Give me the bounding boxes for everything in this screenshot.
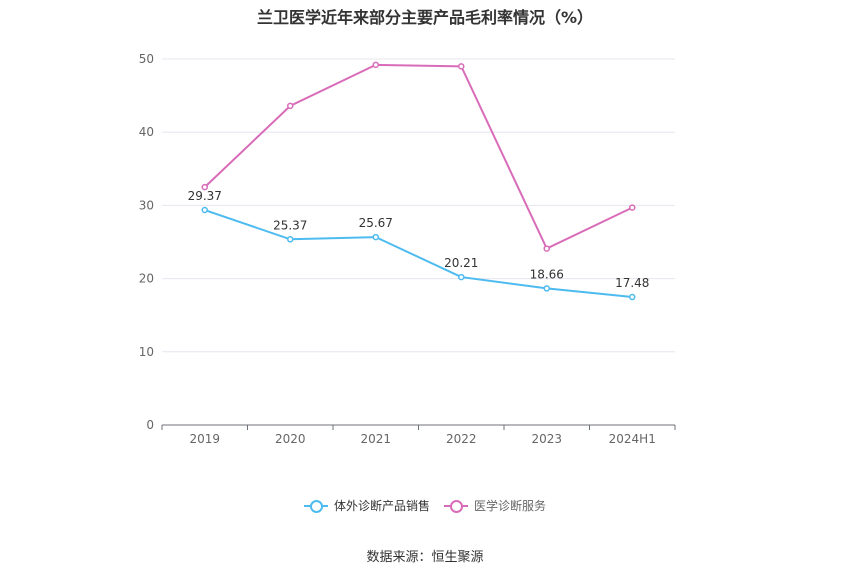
y-tick-label: 30 bbox=[139, 198, 154, 212]
data-point bbox=[372, 233, 379, 241]
data-point bbox=[372, 61, 379, 69]
chart-title: 兰卫医学近年来部分主要产品毛利率情况（%） bbox=[256, 8, 594, 27]
x-tick-label: 2023 bbox=[531, 432, 562, 446]
data-point bbox=[201, 206, 208, 214]
legend-item-series-1[interactable]: 体外诊断产品销售 bbox=[303, 497, 430, 514]
data-label: 25.37 bbox=[273, 218, 307, 232]
legend-item-series-2[interactable]: 医学诊断服务 bbox=[444, 497, 546, 514]
source-note: 数据来源：恒生聚源 bbox=[366, 550, 484, 565]
data-point bbox=[458, 63, 465, 70]
data-label: 29.37 bbox=[188, 189, 222, 203]
x-tick-label: 2021 bbox=[360, 432, 391, 446]
y-tick-label: 40 bbox=[139, 125, 154, 139]
series-line-1 bbox=[204, 209, 633, 299]
legend-marker-icon bbox=[444, 499, 468, 513]
data-point bbox=[629, 204, 636, 211]
label-layer: 29.37 25.37 25.67 20.21 18.66 17.48 bbox=[188, 189, 650, 290]
x-tick-label: 2024H1 bbox=[609, 432, 656, 446]
legend-label: 医学诊断服务 bbox=[474, 499, 547, 513]
grid-layer bbox=[162, 58, 675, 353]
data-label: 18.66 bbox=[530, 267, 564, 281]
data-point bbox=[287, 236, 294, 243]
y-tick-label: 0 bbox=[146, 418, 154, 432]
y-tick-label: 10 bbox=[139, 345, 154, 359]
data-point bbox=[543, 245, 550, 252]
legend-label: 体外诊断产品销售 bbox=[333, 499, 430, 513]
x-tick-label: 2020 bbox=[275, 432, 306, 446]
series-layer bbox=[201, 61, 636, 301]
y-tick-label: 20 bbox=[139, 272, 154, 286]
data-point bbox=[458, 273, 465, 281]
legend-marker-icon bbox=[303, 499, 328, 513]
data-point bbox=[287, 102, 294, 110]
axis-layer: 0 10 20 30 40 50 2019 2020 2021 2022 2023 2024H1 bbox=[139, 52, 676, 446]
data-label: 25.67 bbox=[359, 216, 393, 230]
y-tick-label: 50 bbox=[139, 52, 154, 66]
series-line-2 bbox=[204, 63, 633, 250]
data-label: 17.48 bbox=[615, 276, 649, 290]
data-point bbox=[629, 293, 636, 301]
data-point bbox=[543, 285, 550, 292]
x-tick-label: 2019 bbox=[189, 432, 220, 446]
data-label: 20.21 bbox=[444, 256, 478, 270]
legend: 体外诊断产品销售 医学诊断服务 bbox=[0, 497, 850, 514]
data-point bbox=[201, 183, 208, 191]
x-tick-label: 2022 bbox=[446, 432, 477, 446]
